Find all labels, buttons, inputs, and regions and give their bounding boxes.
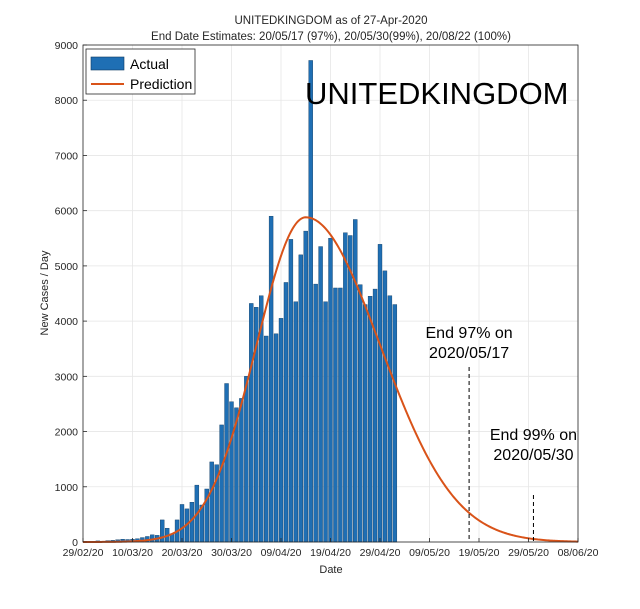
actual-bar xyxy=(229,401,234,543)
x-tick-label: 29/04/20 xyxy=(360,547,401,559)
actual-bar xyxy=(273,333,279,543)
x-tick-label: 09/04/20 xyxy=(261,547,302,559)
actual-bar xyxy=(387,295,393,543)
end-97-text-line2: 2020/05/17 xyxy=(429,345,509,362)
x-tick-label: 10/03/20 xyxy=(112,547,153,559)
actual-bar xyxy=(318,246,323,543)
y-tick-label: 2000 xyxy=(55,427,79,439)
actual-bar xyxy=(362,304,368,543)
actual-bar xyxy=(219,424,224,543)
actual-bar xyxy=(293,301,299,543)
actual-bar xyxy=(283,282,289,543)
end-99-text-line2: 2020/05/30 xyxy=(493,447,573,464)
actual-bar xyxy=(303,230,308,543)
y-tick-label: 6000 xyxy=(55,206,79,218)
y-tick-label: 8000 xyxy=(55,95,79,107)
y-tick-label: 0 xyxy=(72,537,78,549)
y-tick-label: 1000 xyxy=(55,482,79,494)
y-tick-label: 9000 xyxy=(55,40,79,52)
x-axis-label: Date xyxy=(319,564,342,576)
actual-bar xyxy=(338,287,343,543)
actual-bar xyxy=(278,318,284,543)
actual-bar xyxy=(308,60,313,543)
legend: Actual Prediction xyxy=(85,48,196,95)
actual-bar xyxy=(358,284,363,543)
actual-bar xyxy=(224,383,229,543)
legend-swatch-actual xyxy=(90,56,125,71)
actual-bar xyxy=(263,335,269,543)
actual-bar xyxy=(268,215,274,543)
actual-bar xyxy=(288,239,294,543)
y-tick-label: 5000 xyxy=(55,261,79,273)
actual-bar xyxy=(209,461,214,543)
end-97-text-line1: End 97% on xyxy=(426,325,513,342)
chart-subtitle: End Date Estimates: 20/05/17 (97%), 20/0… xyxy=(151,31,511,43)
chart-title: UNITEDKINGDOM as of 27-Apr-2020 xyxy=(234,15,427,27)
legend-box xyxy=(85,48,196,95)
y-tick-label: 4000 xyxy=(55,316,79,328)
x-tick-label: 29/02/20 xyxy=(63,547,104,559)
actual-bar xyxy=(377,244,383,543)
actual-bar xyxy=(333,287,338,543)
actual-bar xyxy=(313,283,318,543)
legend-label-prediction: Prediction xyxy=(130,76,192,92)
actual-bar xyxy=(353,219,358,543)
x-tick-label: 19/04/20 xyxy=(310,547,351,559)
end-date-annotations: End 97% on 2020/05/17 End 99% on 2020/05… xyxy=(426,325,577,542)
legend-label-actual: Actual xyxy=(130,56,169,72)
actual-bar xyxy=(382,270,388,543)
country-label: UNITEDKINGDOM xyxy=(305,76,569,111)
y-tick-label: 7000 xyxy=(55,150,79,162)
actual-bar xyxy=(392,304,398,543)
actual-bar xyxy=(348,235,353,543)
y-axis-label: New Cases / Day xyxy=(39,250,51,335)
actual-bar xyxy=(179,504,185,543)
x-tick-label: 08/06/20 xyxy=(558,547,599,559)
x-tick-label: 09/05/20 xyxy=(409,547,450,559)
actual-bar xyxy=(367,296,373,543)
prediction-line xyxy=(83,216,579,543)
y-tick-label: 3000 xyxy=(55,371,79,383)
actual-bar xyxy=(328,238,333,543)
x-tick-label: 20/03/20 xyxy=(162,547,203,559)
x-tick-label: 29/05/20 xyxy=(508,547,549,559)
actual-bars xyxy=(90,60,398,543)
actual-bar xyxy=(343,232,348,543)
end-99-text-line1: End 99% on xyxy=(490,427,577,444)
axis-ticks: 0 1000 2000 3000 4000 5000 6000 7000 8000 9000 29/… xyxy=(55,40,599,559)
actual-bar xyxy=(323,301,328,543)
actual-bar xyxy=(239,398,244,543)
actual-bar xyxy=(249,303,254,543)
actual-bar xyxy=(298,254,303,543)
x-tick-label: 30/03/20 xyxy=(211,547,252,559)
actual-bar xyxy=(244,376,249,543)
x-tick-label: 19/05/20 xyxy=(459,547,500,559)
